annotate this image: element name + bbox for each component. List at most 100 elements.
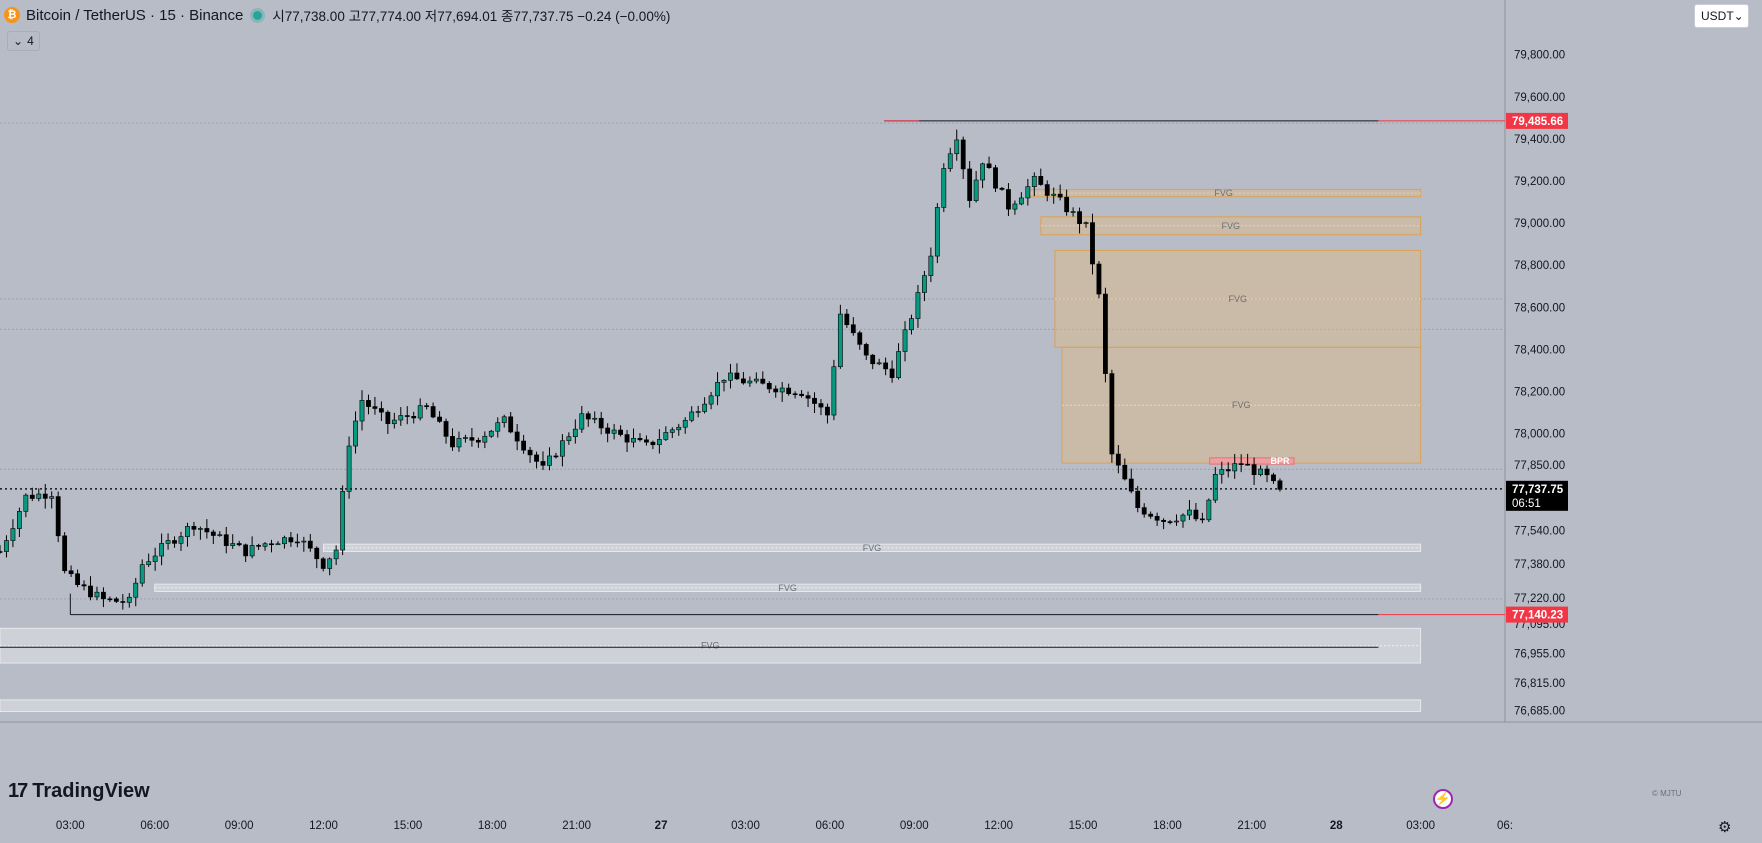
- candle-bull: [909, 318, 914, 331]
- candle-bull: [747, 380, 753, 384]
- candle-bear: [120, 601, 126, 603]
- candle-bear: [1251, 464, 1257, 476]
- y-tick-label: 76,815.00: [1514, 678, 1565, 690]
- candle-bear: [644, 439, 649, 443]
- candle-bull: [217, 534, 223, 536]
- candle-bear: [1077, 211, 1082, 224]
- tradingview-logo[interactable]: 17 TradingView: [8, 780, 150, 803]
- candle-bear: [307, 540, 313, 549]
- candle-bull: [579, 413, 585, 430]
- candle-bull: [954, 139, 960, 155]
- candle-bear: [527, 449, 533, 456]
- candle-bull: [197, 528, 203, 530]
- candle-bull: [837, 313, 843, 368]
- indicators-count: 4: [27, 34, 34, 48]
- y-tick-label: 78,600.00: [1514, 302, 1565, 314]
- fvg-label: FVG: [1232, 400, 1251, 410]
- candle-bull: [547, 455, 552, 466]
- candle-bull: [941, 168, 947, 208]
- x-tick-label: 03:00: [1406, 820, 1435, 832]
- y-tick-label: 78,000.00: [1514, 429, 1565, 441]
- candle-bull: [4, 540, 9, 552]
- candle-bear: [75, 573, 80, 585]
- candle-bear: [1122, 464, 1128, 480]
- candle-bull: [915, 292, 921, 319]
- candle-bull: [592, 417, 598, 420]
- candle-bear: [55, 496, 61, 537]
- chevron-down-icon: ⌄: [13, 34, 24, 48]
- candle-bull: [1212, 473, 1218, 501]
- candle-bear: [1096, 263, 1102, 295]
- x-tick-label: 06:: [1497, 820, 1513, 832]
- candle-bull: [1070, 211, 1076, 213]
- candle-bull: [676, 426, 682, 431]
- candle-bear: [521, 440, 527, 451]
- candle-bear: [508, 416, 514, 433]
- currency-select[interactable]: USDT ⌄: [1694, 4, 1749, 28]
- candle-bull: [1232, 463, 1238, 472]
- candle-bull: [94, 591, 100, 598]
- candle-bear: [883, 362, 889, 370]
- candle-bull: [1025, 186, 1031, 199]
- candle-bull: [779, 387, 785, 393]
- gear-icon[interactable]: ⚙: [1718, 819, 1732, 836]
- candle-bear: [534, 454, 539, 462]
- indicators-toggle-button[interactable]: ⌄ 4: [7, 31, 40, 51]
- y-tick-label: 78,400.00: [1514, 344, 1565, 356]
- candle-bull: [275, 543, 281, 546]
- candle-bear: [424, 405, 430, 407]
- tradingview-logo-text: TradingView: [32, 780, 150, 802]
- candle-bear: [1141, 507, 1147, 515]
- candle-bull: [1219, 469, 1225, 475]
- candle-bull: [146, 561, 152, 565]
- candle-bull: [980, 163, 985, 181]
- fvg-label: FVG: [1228, 294, 1247, 304]
- candle-bull: [708, 395, 714, 405]
- candle-bear: [101, 591, 106, 600]
- symbol-title[interactable]: Bitcoin / TetherUS · 15 · Binance: [26, 6, 244, 24]
- candle-bear: [1090, 222, 1095, 265]
- candle-bear: [62, 535, 68, 572]
- candle-bull: [346, 445, 352, 492]
- candle-bull: [353, 420, 358, 447]
- fvg-label: FVG: [778, 583, 797, 593]
- lightning-icon[interactable]: ⚡: [1433, 789, 1453, 809]
- candle-bull: [327, 558, 333, 569]
- candle-bear: [1103, 293, 1108, 374]
- candle-bear: [1148, 513, 1154, 517]
- fvg-zone: [1061, 346, 1422, 464]
- candle-bear: [288, 537, 294, 543]
- candle-bull: [876, 362, 882, 365]
- candle-bear: [411, 416, 417, 419]
- candle-bull: [1031, 175, 1037, 187]
- candle-bear: [42, 493, 48, 499]
- candle-bear: [637, 438, 643, 441]
- candle-bear: [0, 551, 3, 553]
- candle-bear: [243, 544, 249, 557]
- x-tick-label: 28: [1330, 820, 1343, 832]
- x-tick-label: 09:00: [225, 820, 254, 832]
- candle-bull: [1174, 520, 1179, 523]
- candle-bull: [495, 422, 501, 432]
- high-price-label: 79,485.66: [1512, 116, 1563, 128]
- fvg-label: FVG: [863, 543, 882, 553]
- candle-bull: [178, 536, 184, 544]
- candle-bull: [663, 432, 669, 440]
- candle-bull: [702, 403, 708, 412]
- currency-value: USDT: [1701, 9, 1734, 23]
- candle-bear: [1154, 516, 1160, 521]
- candle-bear: [450, 436, 455, 448]
- candle-bull: [36, 493, 42, 499]
- candle-bear: [1109, 373, 1115, 455]
- x-tick-label: 18:00: [478, 820, 507, 832]
- candle-bear: [967, 168, 973, 201]
- candle-bull: [566, 436, 572, 442]
- y-tick-label: 79,000.00: [1514, 218, 1565, 230]
- candle-bear: [805, 395, 811, 399]
- x-tick-label: 03:00: [56, 820, 85, 832]
- y-tick-label: 77,380.00: [1514, 559, 1565, 571]
- watermark: © MJTU: [1652, 789, 1682, 798]
- y-tick-label: 76,955.00: [1514, 649, 1565, 661]
- candle-bull: [139, 564, 145, 584]
